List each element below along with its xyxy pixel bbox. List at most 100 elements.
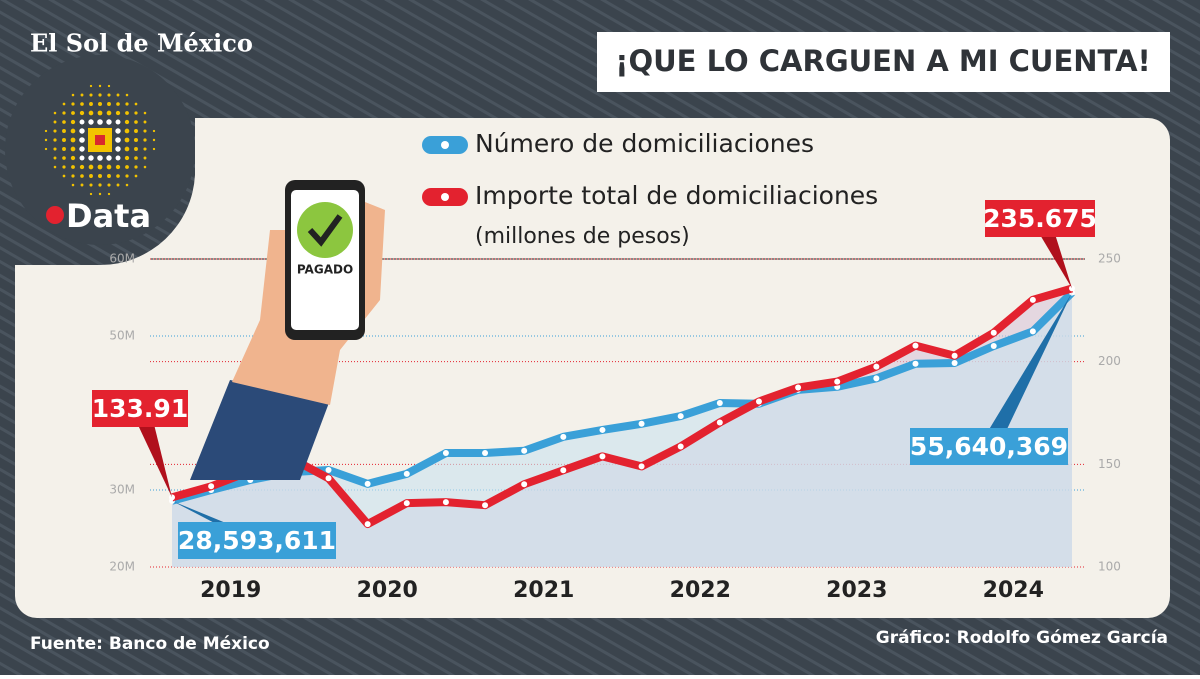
logo-dot [62,129,66,133]
logo-dot [98,102,102,106]
logo-dot [124,146,130,152]
logo-dot [143,156,147,160]
y2-tick-label: 100 [1098,560,1121,574]
logo-dot [62,120,66,124]
point [560,433,567,440]
point [599,426,606,433]
y2-tick-label: 250 [1098,252,1121,266]
logo-dot [125,174,129,178]
logo-dot [143,129,147,133]
callout-pointer [979,292,1072,446]
chart-title: ¡QUE LO CARGUEN A MI CUENTA! [615,44,1151,78]
logo-dot [125,165,129,169]
logo-dot [143,111,147,115]
logo-dot [89,183,93,187]
legend-label: Importe total de domiciliaciones [475,181,878,210]
logo-dot [107,174,111,178]
logo-dot [80,93,84,97]
logo-dot [80,102,84,106]
source: Fuente: Banco de México [30,634,270,654]
point [325,466,332,473]
logo-dot [53,120,57,124]
logo-dot [116,174,120,178]
logo-dot [88,164,94,170]
point [912,360,919,367]
callout-box [92,390,188,427]
logo-dot [124,137,130,143]
logo-dot [62,156,66,160]
logo-dot [62,174,66,178]
point [873,363,880,370]
point [521,447,528,454]
section-name: Data [66,197,151,235]
data-label: 235.675 [983,204,1097,233]
logo-dot [62,138,66,142]
logo-dot [70,119,76,125]
logo-dot [107,192,111,196]
logo-dot [115,128,121,134]
logo-dot [106,164,112,170]
logo-dot [80,183,84,187]
point [482,502,489,509]
logo-dot [70,155,76,161]
legend-dot [441,193,449,201]
data-label: 28,593,611 [178,526,336,555]
logo-dot [79,146,85,152]
logo-dot [134,102,138,106]
logo-dot [134,120,138,124]
logo-dot [97,164,103,170]
callout-box [985,200,1095,237]
logo-dot [107,84,111,88]
logo-dot [107,93,111,97]
phone-text: PAGADO [297,263,353,277]
logo-dot [152,147,156,151]
point [834,378,841,385]
logo-dot [62,147,66,151]
point [638,463,645,470]
point [560,467,567,474]
x-tick-label: 2020 [357,578,418,603]
check [307,214,343,247]
plot: 20M 30M 50M 60M 100 150 200 250 2019 2020 2021 2022… [92,129,1121,603]
logo-dot [79,119,85,125]
logo-dot [70,137,76,143]
logo-dot [116,183,120,187]
y2-tick-label: 150 [1098,457,1121,471]
logo-dot [89,192,93,196]
logo-dot [115,146,121,152]
logo-dot [106,155,112,161]
x-tick-label: 2024 [983,578,1044,603]
logo-dot [97,110,103,116]
logo-dot [44,147,48,151]
point [951,352,958,359]
logo-dot [79,164,85,170]
logo-dot [71,174,75,178]
logo-dot [115,164,121,170]
logo-dot [134,138,138,142]
legend-label: Número de domiciliaciones [475,129,814,158]
logo-dot [115,137,121,143]
point [638,420,645,427]
x-tick-label: 2023 [826,578,887,603]
logo-dot [71,183,75,187]
logo-dot [71,165,75,169]
logo-dot [70,128,76,134]
check-badge [297,202,353,258]
logo-center [95,135,105,145]
callout-box [178,522,336,559]
logo-dot [124,119,130,125]
logo-dot [106,110,112,116]
logo-dot [97,155,103,161]
sleeve [190,380,330,480]
illustration: PAGADO [190,180,385,480]
logo-dot [115,119,121,125]
logo-dot [124,155,130,161]
point [442,450,449,457]
logo-dot [152,129,156,133]
point [208,483,215,490]
logo-dot [143,120,147,124]
legend-subtitle: (millones de pesos) [475,224,690,249]
logo-dot [134,174,138,178]
logo-dot [53,156,57,160]
